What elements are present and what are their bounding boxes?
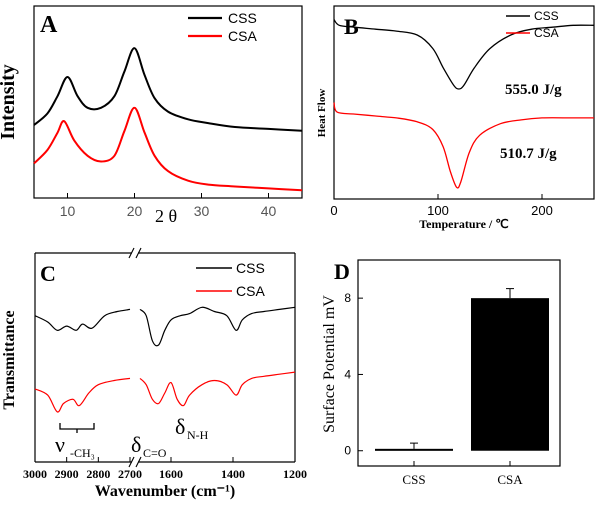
x-axis-label: Wavenumber (cm⁻¹) xyxy=(95,483,235,500)
panel-c: 3000 2900 2800 2700 1600 1400 1200 CSS CSA ν -CH₃ δ… xyxy=(1,247,307,500)
x-tick-label: 200 xyxy=(531,203,553,218)
plot-frame xyxy=(33,5,303,199)
x-tick-label: 3000 xyxy=(23,467,47,481)
y-axis-label: Transmittance xyxy=(1,310,18,409)
panel-label: A xyxy=(40,12,58,38)
delta-co-label: δ xyxy=(131,432,141,457)
x-tick-label: 1600 xyxy=(159,467,183,481)
x-tick-label: 20 xyxy=(127,203,143,219)
legend-label: CSS xyxy=(228,10,257,26)
y-axis-label: Surface Potential mV xyxy=(321,295,338,433)
delta-nh-subscript: N-H xyxy=(187,428,209,442)
axis-break-mark xyxy=(128,456,135,468)
y-axis-label: Intensity xyxy=(0,64,19,140)
y-tick-label: 4 xyxy=(344,367,351,381)
x-tick-label: 100 xyxy=(427,203,449,218)
nu-ch3-subscript: -CH₃ xyxy=(70,446,95,460)
series-line-css xyxy=(139,306,296,347)
x-tick-label: CSA xyxy=(497,472,523,487)
legend-label: CSA xyxy=(236,283,265,299)
legend-label: CSA xyxy=(534,26,559,40)
x-axis-label: Temperature / ℃ xyxy=(419,217,508,231)
legend-label: CSS xyxy=(236,260,265,276)
series-line-css xyxy=(333,19,595,90)
series-line-csa xyxy=(333,102,594,189)
x-axis-label: 2 θ xyxy=(155,206,177,226)
bar-csa xyxy=(471,298,549,451)
enthalpy-label-csa: 510.7 J/g xyxy=(500,146,557,162)
y-tick-label: 0 xyxy=(344,444,351,458)
panel-label: D xyxy=(334,259,350,284)
legend-label: CSA xyxy=(228,28,257,44)
panel-a: 10 20 30 40 CSS CSA Intensity 2 θ A xyxy=(0,5,303,226)
x-tick-label: 2700 xyxy=(118,467,142,481)
panel-b: 0 100 200 CSS CSA 555.0 J/g 510.7 J/g Heat Flow… xyxy=(316,5,595,231)
x-tick-label: 0 xyxy=(330,203,337,218)
panel-label: B xyxy=(344,14,359,39)
axis-break-mark xyxy=(135,247,142,259)
axis-break-mark xyxy=(135,456,142,468)
x-tick-label: 2800 xyxy=(86,467,110,481)
legend-label: CSS xyxy=(534,9,559,23)
y-tick-label: 8 xyxy=(344,291,351,305)
x-tick-label: 1400 xyxy=(221,467,245,481)
ch3-bracket xyxy=(59,423,95,433)
panel-label: C xyxy=(40,261,56,286)
x-tick-label: CSS xyxy=(402,472,425,487)
series-line-csa xyxy=(34,377,131,413)
delta-co-subscript: C=O xyxy=(143,446,167,460)
plot-frame xyxy=(357,259,561,467)
x-tick-label: 30 xyxy=(194,203,210,219)
bar-css xyxy=(375,448,453,451)
x-tick-label: 2900 xyxy=(55,467,79,481)
y-axis-label: Heat Flow xyxy=(316,89,328,138)
series-line-csa xyxy=(139,371,296,407)
axis-break-mark xyxy=(128,247,135,259)
enthalpy-label-css: 555.0 J/g xyxy=(505,82,562,98)
delta-nh-label: δ xyxy=(175,414,185,439)
series-line-css xyxy=(34,308,131,331)
panel-d: 0 4 8 CSS CSA Surface Potential mV D xyxy=(321,259,561,487)
x-tick-label: 10 xyxy=(60,203,76,219)
x-tick-label: 40 xyxy=(261,203,277,219)
x-tick-label: 1200 xyxy=(283,467,307,481)
series-line-csa xyxy=(33,106,303,192)
nu-ch3-label: ν xyxy=(55,432,65,457)
series-line-css xyxy=(33,47,303,132)
